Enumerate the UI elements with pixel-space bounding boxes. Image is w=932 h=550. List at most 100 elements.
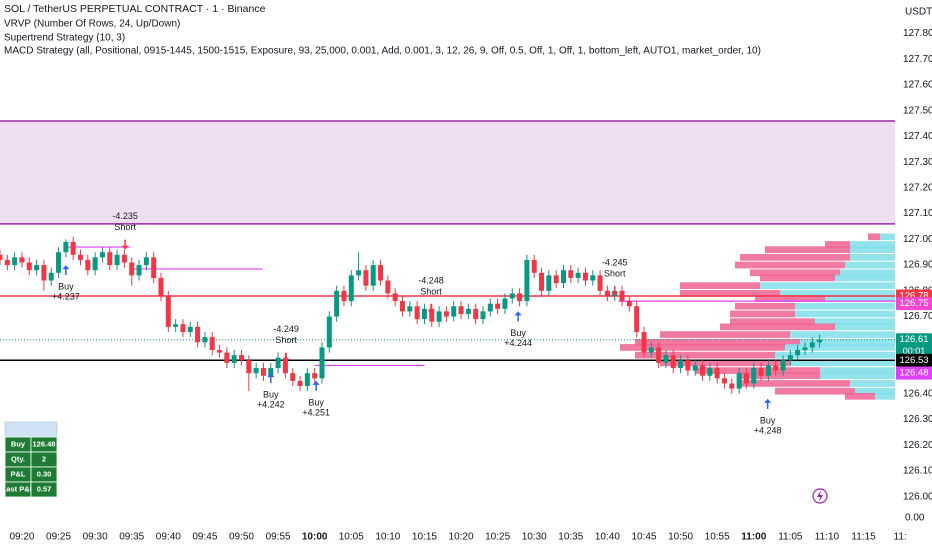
table-text: 0.30 [37,469,52,478]
candle-body [787,355,793,361]
candle-body [334,290,340,317]
alert-icon[interactable] [812,488,828,504]
price-tag [896,333,932,360]
alert-circle[interactable] [812,488,828,504]
candle-body [634,306,640,332]
candle-body [546,275,552,291]
profile-up-bar [875,392,895,400]
x-tick-label: 10:10 [375,532,400,543]
profile-down-bar [735,261,845,269]
trade-label: -4.235 [112,211,138,221]
price-tag-label: 126.75 [899,298,928,309]
profile-up-bar [780,290,895,297]
trade-label: +4.244 [504,338,532,348]
candle-body [604,290,610,296]
candle-body [290,373,296,381]
candle-body [590,275,596,281]
candle-body [238,355,244,361]
candle-body [670,355,676,369]
x-tick-label: 10:20 [449,532,474,543]
y-tick-label: 127.70 [903,54,932,65]
profile-down-bar [635,338,800,346]
y-tick-label: 126.90 [903,260,932,271]
y-tick-label: 126.00 [903,491,932,502]
x-tick-label: 10:30 [522,532,547,543]
y-tick-label: 127.00 [903,234,932,245]
trade-label: -4.249 [273,324,299,334]
price-tag-label: 126.48 [899,368,928,379]
price-tag [896,297,932,311]
candle-body [180,324,186,332]
candle-body [370,265,376,286]
volume-axis-label: 0.00 [905,513,925,524]
candle-body [12,257,18,266]
table-cell [30,481,58,498]
candle-body [114,254,120,266]
currency-label: USDT [905,7,932,18]
profile-up-bar [880,233,895,241]
candle-body [568,270,574,278]
candle-body [809,342,815,348]
candle-body [348,275,354,302]
candle-body [487,303,493,312]
x-tick-label: 09:25 [46,532,71,543]
candle-body [121,254,127,263]
profile-down-bar [750,269,840,277]
candle-body [480,311,486,320]
x-tick-label: 09:50 [229,532,254,543]
candle-body [195,326,201,343]
candle-body [582,272,588,281]
profile-up-bar [790,331,895,338]
profile-up-bar [840,269,895,277]
candle-body [429,308,435,322]
trade-label: +4.237 [52,291,80,301]
trade-side: Buy [510,328,526,338]
y-tick-label: 127.20 [903,183,932,194]
x-tick-label: 10:15 [412,532,437,543]
candle-body [173,324,179,327]
candle-body [399,301,405,312]
candle-body [129,262,135,276]
y-tick-label: 127.60 [903,80,932,91]
alert-bolt[interactable] [817,490,823,502]
candle-body [209,337,215,350]
candle-body [319,347,325,379]
profile-up-bar [760,282,895,290]
profile-up-bar [795,302,895,310]
profile-down-bar [660,331,790,338]
trade-arrow-head [764,398,772,403]
profile-down-bar [740,380,850,387]
profile-down-bar [735,302,795,310]
candle-body [92,257,98,271]
table-header [4,421,58,438]
candle-body [143,257,149,266]
candle-body [736,373,742,389]
candle-body [656,347,662,363]
table-text: P&L [11,469,26,478]
candle-body [531,259,537,273]
profile-up-bar [785,344,895,351]
candle-body [107,252,113,266]
candle-body [685,360,691,371]
candle-body [356,270,362,276]
x-tick-label: 10:25 [485,532,510,543]
candle-body [539,272,545,291]
price-tag [896,366,932,380]
x-tick-label: 10:40 [595,532,620,543]
x-tick-label: 10:05 [339,532,364,543]
x-tick-label: 11:00 [741,532,766,543]
candle-body [700,365,706,376]
trade-side: Short [420,286,442,296]
x-tick-label: 09:45 [192,532,217,543]
candle-body [165,295,171,327]
x-tick-label: 10:35 [558,532,583,543]
trade-label: +4.242 [257,400,285,410]
y-tick-label: 127.80 [903,28,932,39]
x-tick-label: 09:40 [156,532,181,543]
candle-body [275,357,281,369]
profile-up-bar [820,372,895,380]
profile-down-bar [695,367,820,374]
candle-body [721,378,727,384]
profile-down-bar [730,318,815,326]
trade-label: -4.245 [602,257,628,267]
